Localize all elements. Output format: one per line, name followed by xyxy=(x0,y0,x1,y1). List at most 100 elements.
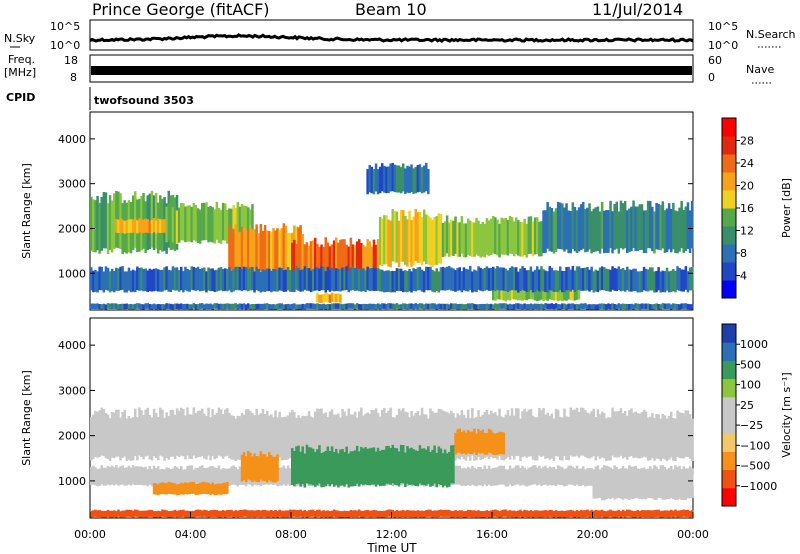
heatmap-cell xyxy=(502,283,505,301)
heatmap-cell xyxy=(565,510,568,518)
heatmap-cell xyxy=(240,203,244,241)
heatmap-cell xyxy=(131,269,135,292)
heatmap-cell xyxy=(299,509,302,517)
heatmap-cell xyxy=(242,227,246,273)
heatmap-cell xyxy=(177,207,181,243)
heatmap-cell xyxy=(584,510,587,517)
heatmap-cell xyxy=(253,510,256,518)
heatmap-cell xyxy=(628,410,631,457)
heatmap-cell xyxy=(152,483,156,495)
heatmap-cell xyxy=(136,303,139,309)
heatmap-cell xyxy=(238,303,242,309)
heatmap-cell xyxy=(337,413,340,459)
heatmap-cell xyxy=(330,510,334,518)
heatmap-cell xyxy=(667,510,671,518)
heatmap-cell xyxy=(378,304,382,310)
noise-right-tick-bottom: 10^0 xyxy=(708,39,738,52)
heatmap-cell xyxy=(437,408,441,457)
heatmap-cell xyxy=(161,482,164,495)
heatmap-cell xyxy=(575,281,579,300)
heatmap-cell xyxy=(355,417,359,461)
heatmap-cell xyxy=(332,414,336,459)
heatmap-cell xyxy=(448,509,451,517)
heatmap-cell xyxy=(402,445,405,484)
heatmap-cell xyxy=(261,269,265,292)
heatmap-cell xyxy=(479,430,482,454)
heatmap-cell xyxy=(301,237,304,281)
colorbar-tick-label: 25 xyxy=(740,399,754,412)
heatmap-cell xyxy=(142,269,145,292)
heatmap-cell xyxy=(186,303,189,310)
heatmap-cell xyxy=(653,271,656,293)
heatmap-cell xyxy=(416,411,420,458)
heatmap-cell xyxy=(182,483,185,495)
heatmap-cell xyxy=(605,418,608,461)
heatmap-cell xyxy=(649,416,652,461)
heatmap-cell xyxy=(115,267,118,291)
heatmap-cell xyxy=(512,415,516,460)
heatmap-cell xyxy=(332,303,336,309)
heatmap-cell xyxy=(670,209,673,253)
heatmap-cell xyxy=(177,303,181,310)
heatmap-cell xyxy=(134,466,137,485)
heatmap-cell xyxy=(215,483,219,495)
heatmap-cell xyxy=(653,478,656,500)
heatmap-cell xyxy=(632,200,635,249)
heatmap-cell xyxy=(630,408,633,456)
heatmap-cell xyxy=(410,303,413,309)
heatmap-cell xyxy=(529,510,533,517)
heatmap-cell xyxy=(370,268,374,291)
heatmap-cell xyxy=(630,466,633,485)
heatmap-cell xyxy=(676,266,679,290)
heatmap-cell xyxy=(527,409,531,457)
heatmap-cell xyxy=(588,203,591,250)
heatmap-cell xyxy=(376,268,380,291)
heatmap-cell xyxy=(458,465,461,485)
heatmap-cell xyxy=(284,510,288,518)
heatmap-cell xyxy=(249,304,252,310)
heatmap-cell xyxy=(106,303,110,309)
heatmap-cell xyxy=(450,303,453,309)
heatmap-cell xyxy=(439,303,443,310)
heatmap-cell xyxy=(554,270,558,292)
heatmap-cell xyxy=(577,511,581,518)
heatmap-cell xyxy=(586,468,589,486)
heatmap-cell xyxy=(318,268,321,291)
heatmap-cell xyxy=(536,303,539,310)
heatmap-cell xyxy=(628,208,631,253)
heatmap-cell xyxy=(217,483,221,495)
heatmap-cell xyxy=(626,415,629,460)
heatmap-cell xyxy=(613,203,616,250)
heatmap-cell xyxy=(443,509,447,517)
heatmap-cell xyxy=(402,270,405,293)
colorbar-cell xyxy=(722,378,736,398)
heatmap-cell xyxy=(552,466,556,486)
heatmap-cell xyxy=(169,208,173,243)
heatmap-cell xyxy=(653,417,656,461)
colorbar-cell xyxy=(722,136,736,155)
heatmap-cell xyxy=(613,465,616,485)
heatmap-cell xyxy=(621,509,625,517)
heatmap-cell xyxy=(408,166,411,194)
heatmap-cell xyxy=(110,303,114,309)
heatmap-cell xyxy=(123,409,126,457)
heatmap-cell xyxy=(494,509,497,517)
colorbar-cell xyxy=(722,451,736,471)
heatmap-cell xyxy=(339,511,342,518)
heatmap-cell xyxy=(525,411,528,458)
heatmap-cell xyxy=(134,218,137,233)
heatmap-cell xyxy=(205,271,208,293)
heatmap-cell xyxy=(475,510,478,518)
heatmap-cell xyxy=(538,283,541,301)
heatmap-cell xyxy=(188,205,191,242)
heatmap-cell xyxy=(203,413,206,459)
heatmap-cell xyxy=(439,214,443,264)
heatmap-cell xyxy=(445,509,449,517)
heatmap-cell xyxy=(588,304,591,310)
heatmap-cell xyxy=(372,169,376,195)
heatmap-cell xyxy=(502,432,505,455)
heatmap-cell xyxy=(343,303,346,310)
heatmap-cell xyxy=(261,303,265,310)
heatmap-cell xyxy=(456,222,459,257)
heatmap-cell xyxy=(556,511,560,518)
